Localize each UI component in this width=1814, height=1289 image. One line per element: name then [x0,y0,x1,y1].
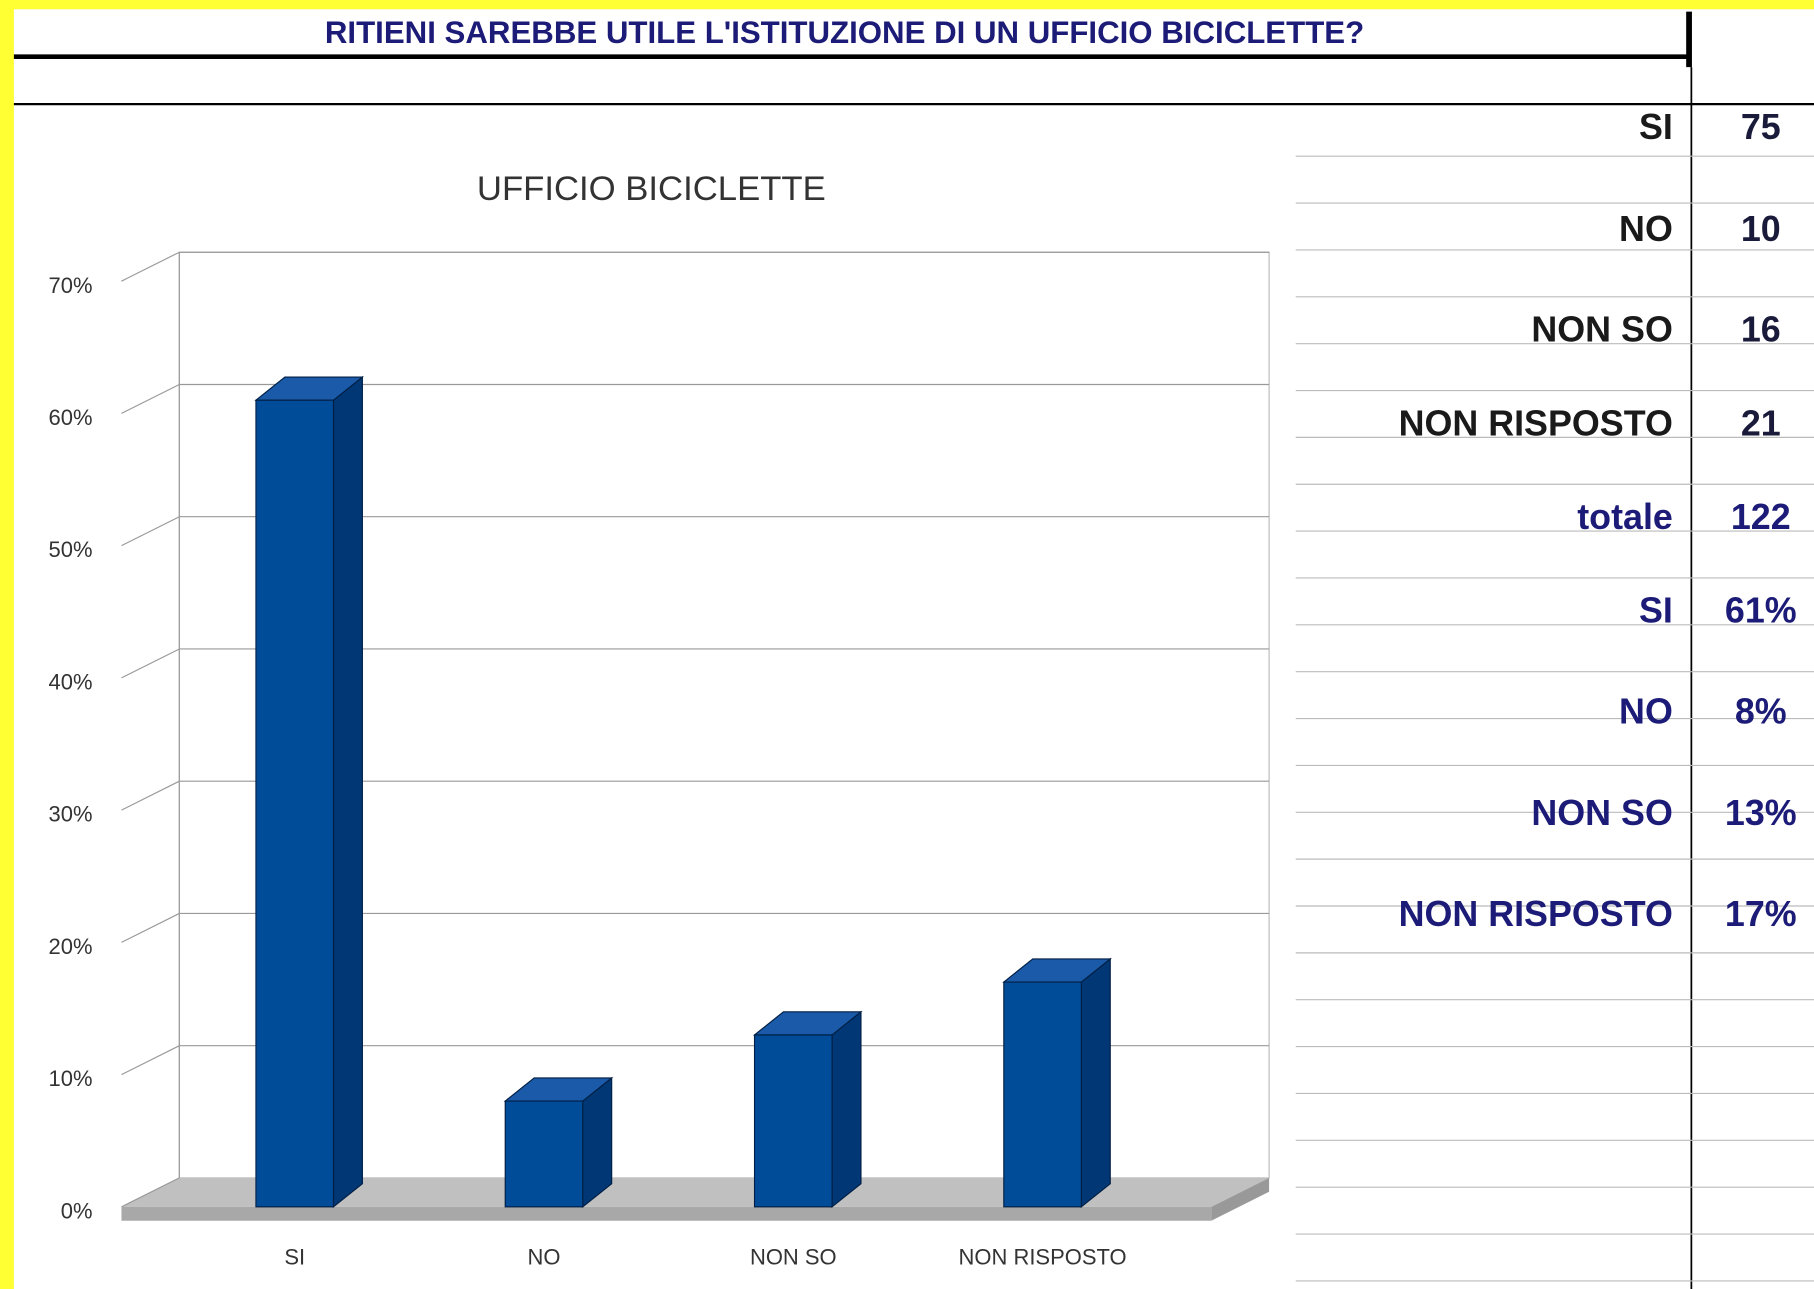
y-tick-label: 0% [61,1198,93,1223]
table-label: NO [1619,209,1673,249]
tick-diagonal [121,383,180,414]
bar-side [1080,957,1111,1209]
bar [1002,957,1112,1209]
bar-front [1003,981,1082,1208]
table-label: SI [1639,591,1673,631]
bar-front [753,1034,833,1208]
tick-diagonal [121,251,180,282]
table-label: totale [1577,497,1673,537]
floor-side [1211,1177,1270,1221]
bar-front [255,399,335,1208]
x-tick-label: SI [284,1245,305,1270]
bar [503,1076,614,1209]
table-value: 21 [1741,403,1781,443]
bar-side [332,375,363,1209]
y-tick-label: 40% [49,669,93,694]
table-value: 10 [1741,209,1781,249]
bar-front [504,1100,584,1208]
y-tick-label: 70% [49,273,93,298]
sheet-title: RITIENI SAREBBE UTILE L'ISTITUZIONE DI U… [325,15,1364,50]
y-tick-label: 20% [49,934,93,959]
table-value: 61% [1725,591,1797,631]
tick-diagonal [121,516,180,547]
table-label: SI [1639,107,1673,147]
y-tick-label: 10% [49,1066,93,1091]
bar [752,1010,863,1209]
table-label: NON SO [1531,310,1672,350]
x-tick-label: NO [528,1245,561,1270]
y-tick-label: 30% [49,802,93,827]
chart-title: UFFICIO BICICLETTE [477,170,826,208]
table-value: 8% [1735,691,1787,731]
table-label: NON RISPOSTO [1399,403,1673,443]
table-value: 75 [1741,107,1781,147]
bar [254,375,365,1209]
table-value: 16 [1741,310,1781,350]
table-value: 17% [1725,894,1797,934]
table-label: NON SO [1531,793,1672,833]
bar-side [831,1010,862,1209]
x-tick-label: NON RISPOSTO [959,1245,1127,1270]
table-label: NO [1619,691,1673,731]
tick-diagonal [121,648,180,679]
x-tick-label: NON SO [750,1245,837,1270]
tick-diagonal [121,912,180,943]
table-value: 13% [1725,793,1797,833]
tick-diagonal [121,780,180,811]
floor-edge [121,1206,1212,1221]
tick-diagonal [121,1045,180,1076]
tick-diagonal [121,1177,180,1208]
y-tick-label: 50% [49,537,93,562]
y-tick-label: 60% [49,405,93,430]
floor [121,1177,1270,1207]
table-label: NON RISPOSTO [1399,894,1673,934]
table-value: 122 [1731,497,1791,537]
